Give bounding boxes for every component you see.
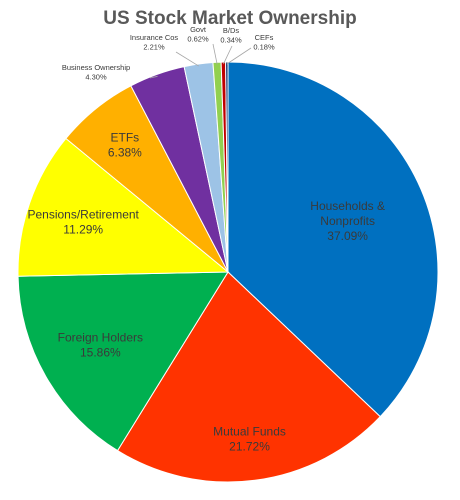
- slice-name-label: Govt: [190, 25, 207, 34]
- slice-value-label: 21.72%: [229, 439, 270, 453]
- slice-value-label: 0.34%: [220, 35, 242, 44]
- pie-slice-households-and-nonprofits: [227, 61, 439, 418]
- slice-label-insurance-cos: Insurance Cos 2.21%: [130, 33, 179, 51]
- slice-value-label: 6.38%: [108, 145, 142, 159]
- leader-line-govt: [212, 43, 218, 65]
- slice-value-label: 15.86%: [80, 346, 121, 360]
- slice-value-label: 37.09%: [327, 229, 368, 243]
- slice-labels: Households & Nonprofits 37.09% Mutual Funds…: [27, 25, 385, 453]
- slice-label-cefs: CEFs 0.18%: [253, 33, 275, 51]
- pie-slice-foreign-holders: [17, 271, 229, 452]
- pie-slice-pensions-retirement: [17, 137, 230, 277]
- slice-name-label: Foreign Holders: [58, 331, 143, 345]
- slice-name-label: CEFs: [255, 33, 274, 42]
- chart-title: US Stock Market Ownership: [103, 8, 356, 29]
- slice-label-mutual-funds: Mutual Funds 21.72%: [213, 424, 286, 453]
- slice-name-label: Insurance Cos: [130, 33, 179, 42]
- slice-label-business-ownership: Business Ownership 4.30%: [62, 63, 130, 81]
- slice-name-label: Business Ownership: [62, 63, 130, 72]
- slice-label-govt: Govt 0.62%: [187, 25, 209, 43]
- leader-line-insurance-cos: [175, 51, 199, 67]
- slice-name-label: ETFs: [111, 130, 140, 144]
- slice-label-b-ds: B/Ds 0.34%: [220, 26, 242, 44]
- leader-lines: [149, 43, 252, 79]
- leader-line-business-ownership: [149, 75, 158, 79]
- slice-value-label: 0.18%: [253, 42, 275, 51]
- slice-label-households-and-nonprofits: Households & Nonprofits 37.09%: [310, 199, 385, 243]
- slice-value-label: 4.30%: [85, 72, 107, 81]
- slice-label-pensions-retirement: Pensions/Retirement 11.29%: [27, 207, 139, 236]
- slice-label-etfs: ETFs 6.38%: [108, 130, 142, 159]
- leader-line-cefs: [226, 47, 252, 65]
- slice-label-foreign-holders: Foreign Holders 15.86%: [58, 331, 143, 360]
- pie-slices: [17, 61, 439, 483]
- slice-name-label: Nonprofits: [320, 214, 375, 228]
- slice-name-label: B/Ds: [223, 26, 240, 35]
- slice-name-label: Households &: [310, 199, 385, 213]
- pie-slice-cefs: [225, 61, 229, 273]
- slice-value-label: 11.29%: [63, 222, 103, 236]
- slice-name-label: Mutual Funds: [213, 424, 286, 438]
- slice-value-label: 0.62%: [187, 34, 209, 43]
- leader-line-b-ds: [223, 45, 233, 65]
- pie-slice-mutual-funds: [116, 271, 381, 483]
- slice-name-label: Pensions/Retirement: [27, 207, 139, 221]
- slice-value-label: 2.21%: [143, 42, 165, 51]
